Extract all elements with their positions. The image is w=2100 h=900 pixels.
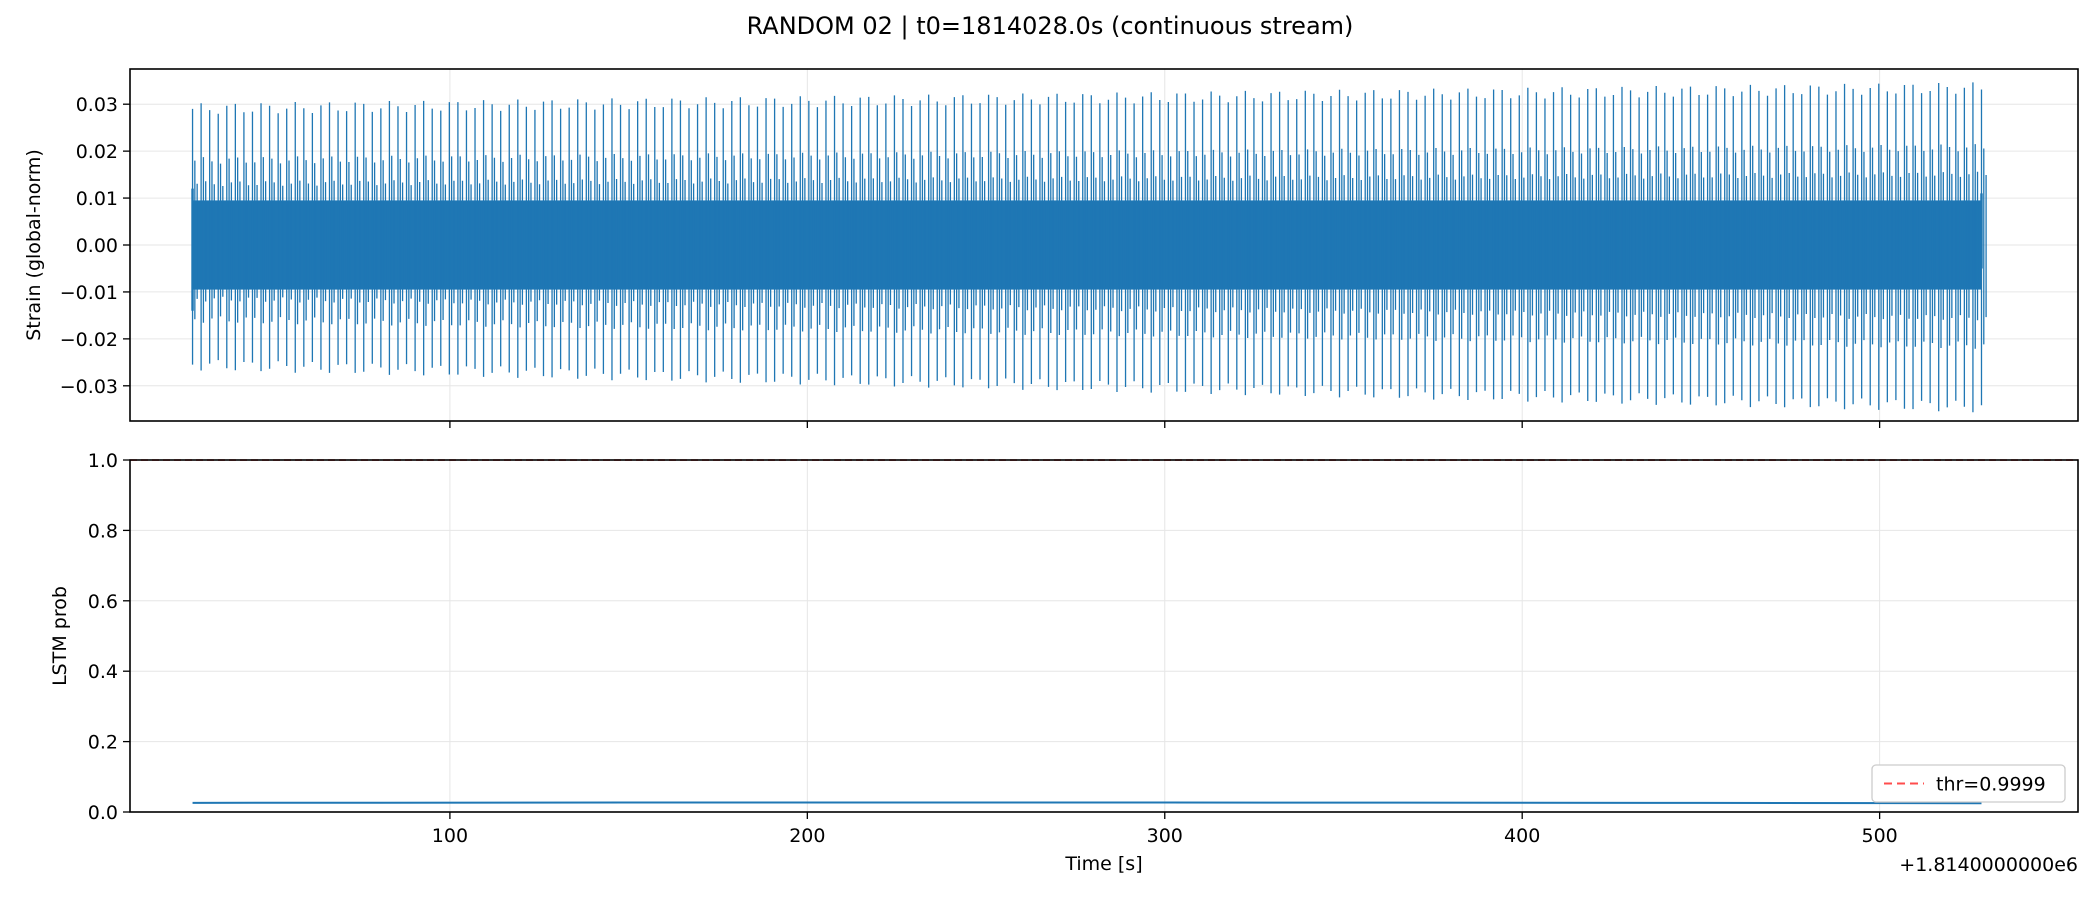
probability-axes-frame	[129, 459, 2079, 813]
y-tick-label: 0.4	[88, 661, 118, 683]
figure-title: RANDOM 02 | t0=1814028.0s (continuous st…	[746, 12, 1354, 40]
x-tick-label: 300	[1147, 825, 1183, 847]
y-tick-label: −0.01	[60, 282, 118, 304]
x-tick-label: 400	[1504, 825, 1540, 847]
y-tick-label: 0.0	[88, 802, 118, 824]
x-axis-label: Time [s]	[1064, 853, 1142, 875]
legend-box	[1871, 764, 2066, 803]
y-axis-label: LSTM prob	[49, 586, 71, 686]
x-offset-label: +1.8140000000e6	[1899, 854, 2078, 876]
x-tick-label: 500	[1861, 825, 1897, 847]
y-tick-label: 0.03	[76, 94, 118, 116]
legend-label-threshold: thr=0.9999	[1936, 774, 2046, 796]
y-tick-label: 0.6	[88, 591, 118, 613]
y-tick-label: 0.8	[88, 520, 118, 542]
y-tick-label: 0.2	[88, 732, 118, 754]
x-tick-label: 200	[789, 825, 825, 847]
x-tick-label: 100	[432, 825, 468, 847]
y-tick-label: −0.02	[60, 329, 118, 351]
y-tick-label: 0.01	[76, 188, 118, 210]
y-axis-label: Strain (global-norm)	[23, 149, 45, 341]
legend: thr=0.9999	[1871, 764, 2066, 803]
probability-panel: 100 200 300 400 500 0.0 0.2 0.4 0.6 0.8 1.0 LSTM pr…	[49, 450, 2079, 876]
y-tick-label: 1.0	[88, 450, 118, 472]
strain-panel: 0.03 0.02 0.01 0.00 −0.01 −0.02 −0.03 Strain (g…	[23, 68, 2079, 428]
probability-series-line	[192, 801, 1982, 805]
y-tick-label: 0.02	[76, 141, 118, 163]
y-tick-label: 0.00	[76, 235, 118, 257]
y-tick-label: −0.03	[60, 376, 118, 398]
